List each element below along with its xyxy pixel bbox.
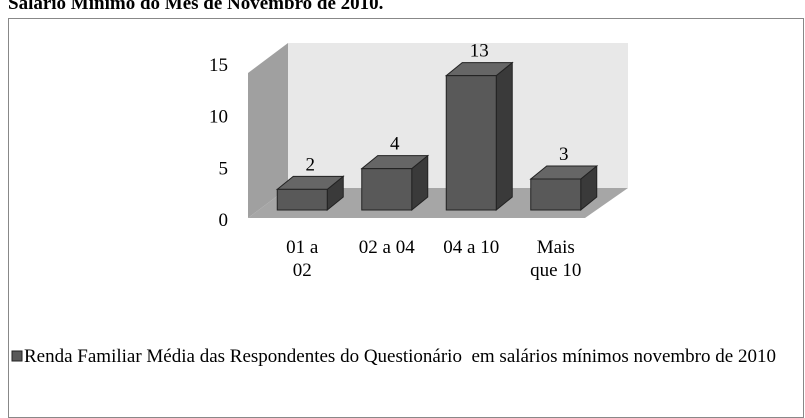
y-tick-label: 5 xyxy=(219,158,229,179)
bar-side xyxy=(495,61,513,212)
y-tick-label: 15 xyxy=(209,55,228,76)
data-label: 3 xyxy=(559,144,569,165)
bar xyxy=(276,188,328,211)
bar xyxy=(445,75,497,211)
data-label: 2 xyxy=(306,154,316,175)
x-tick-label: 04 a 10 xyxy=(443,237,500,258)
y-tick-label: 10 xyxy=(209,107,228,128)
x-tick-label: 01 a 02 xyxy=(286,237,319,281)
left-wall xyxy=(248,43,288,218)
x-tick-label: 02 a 04 xyxy=(358,237,415,258)
x-tick-label: Mais que 10 xyxy=(530,237,582,281)
y-tick-label: 0 xyxy=(219,210,229,231)
chart-title: Salário Mínimo do Mês de Novembro de 201… xyxy=(8,0,384,14)
bar xyxy=(530,178,582,211)
legend-label: Renda Familiar Média das Respondentes do… xyxy=(24,346,776,367)
data-label: 13 xyxy=(470,41,489,62)
data-label: 4 xyxy=(390,134,400,155)
legend-swatch xyxy=(11,350,23,362)
bar xyxy=(361,168,413,211)
